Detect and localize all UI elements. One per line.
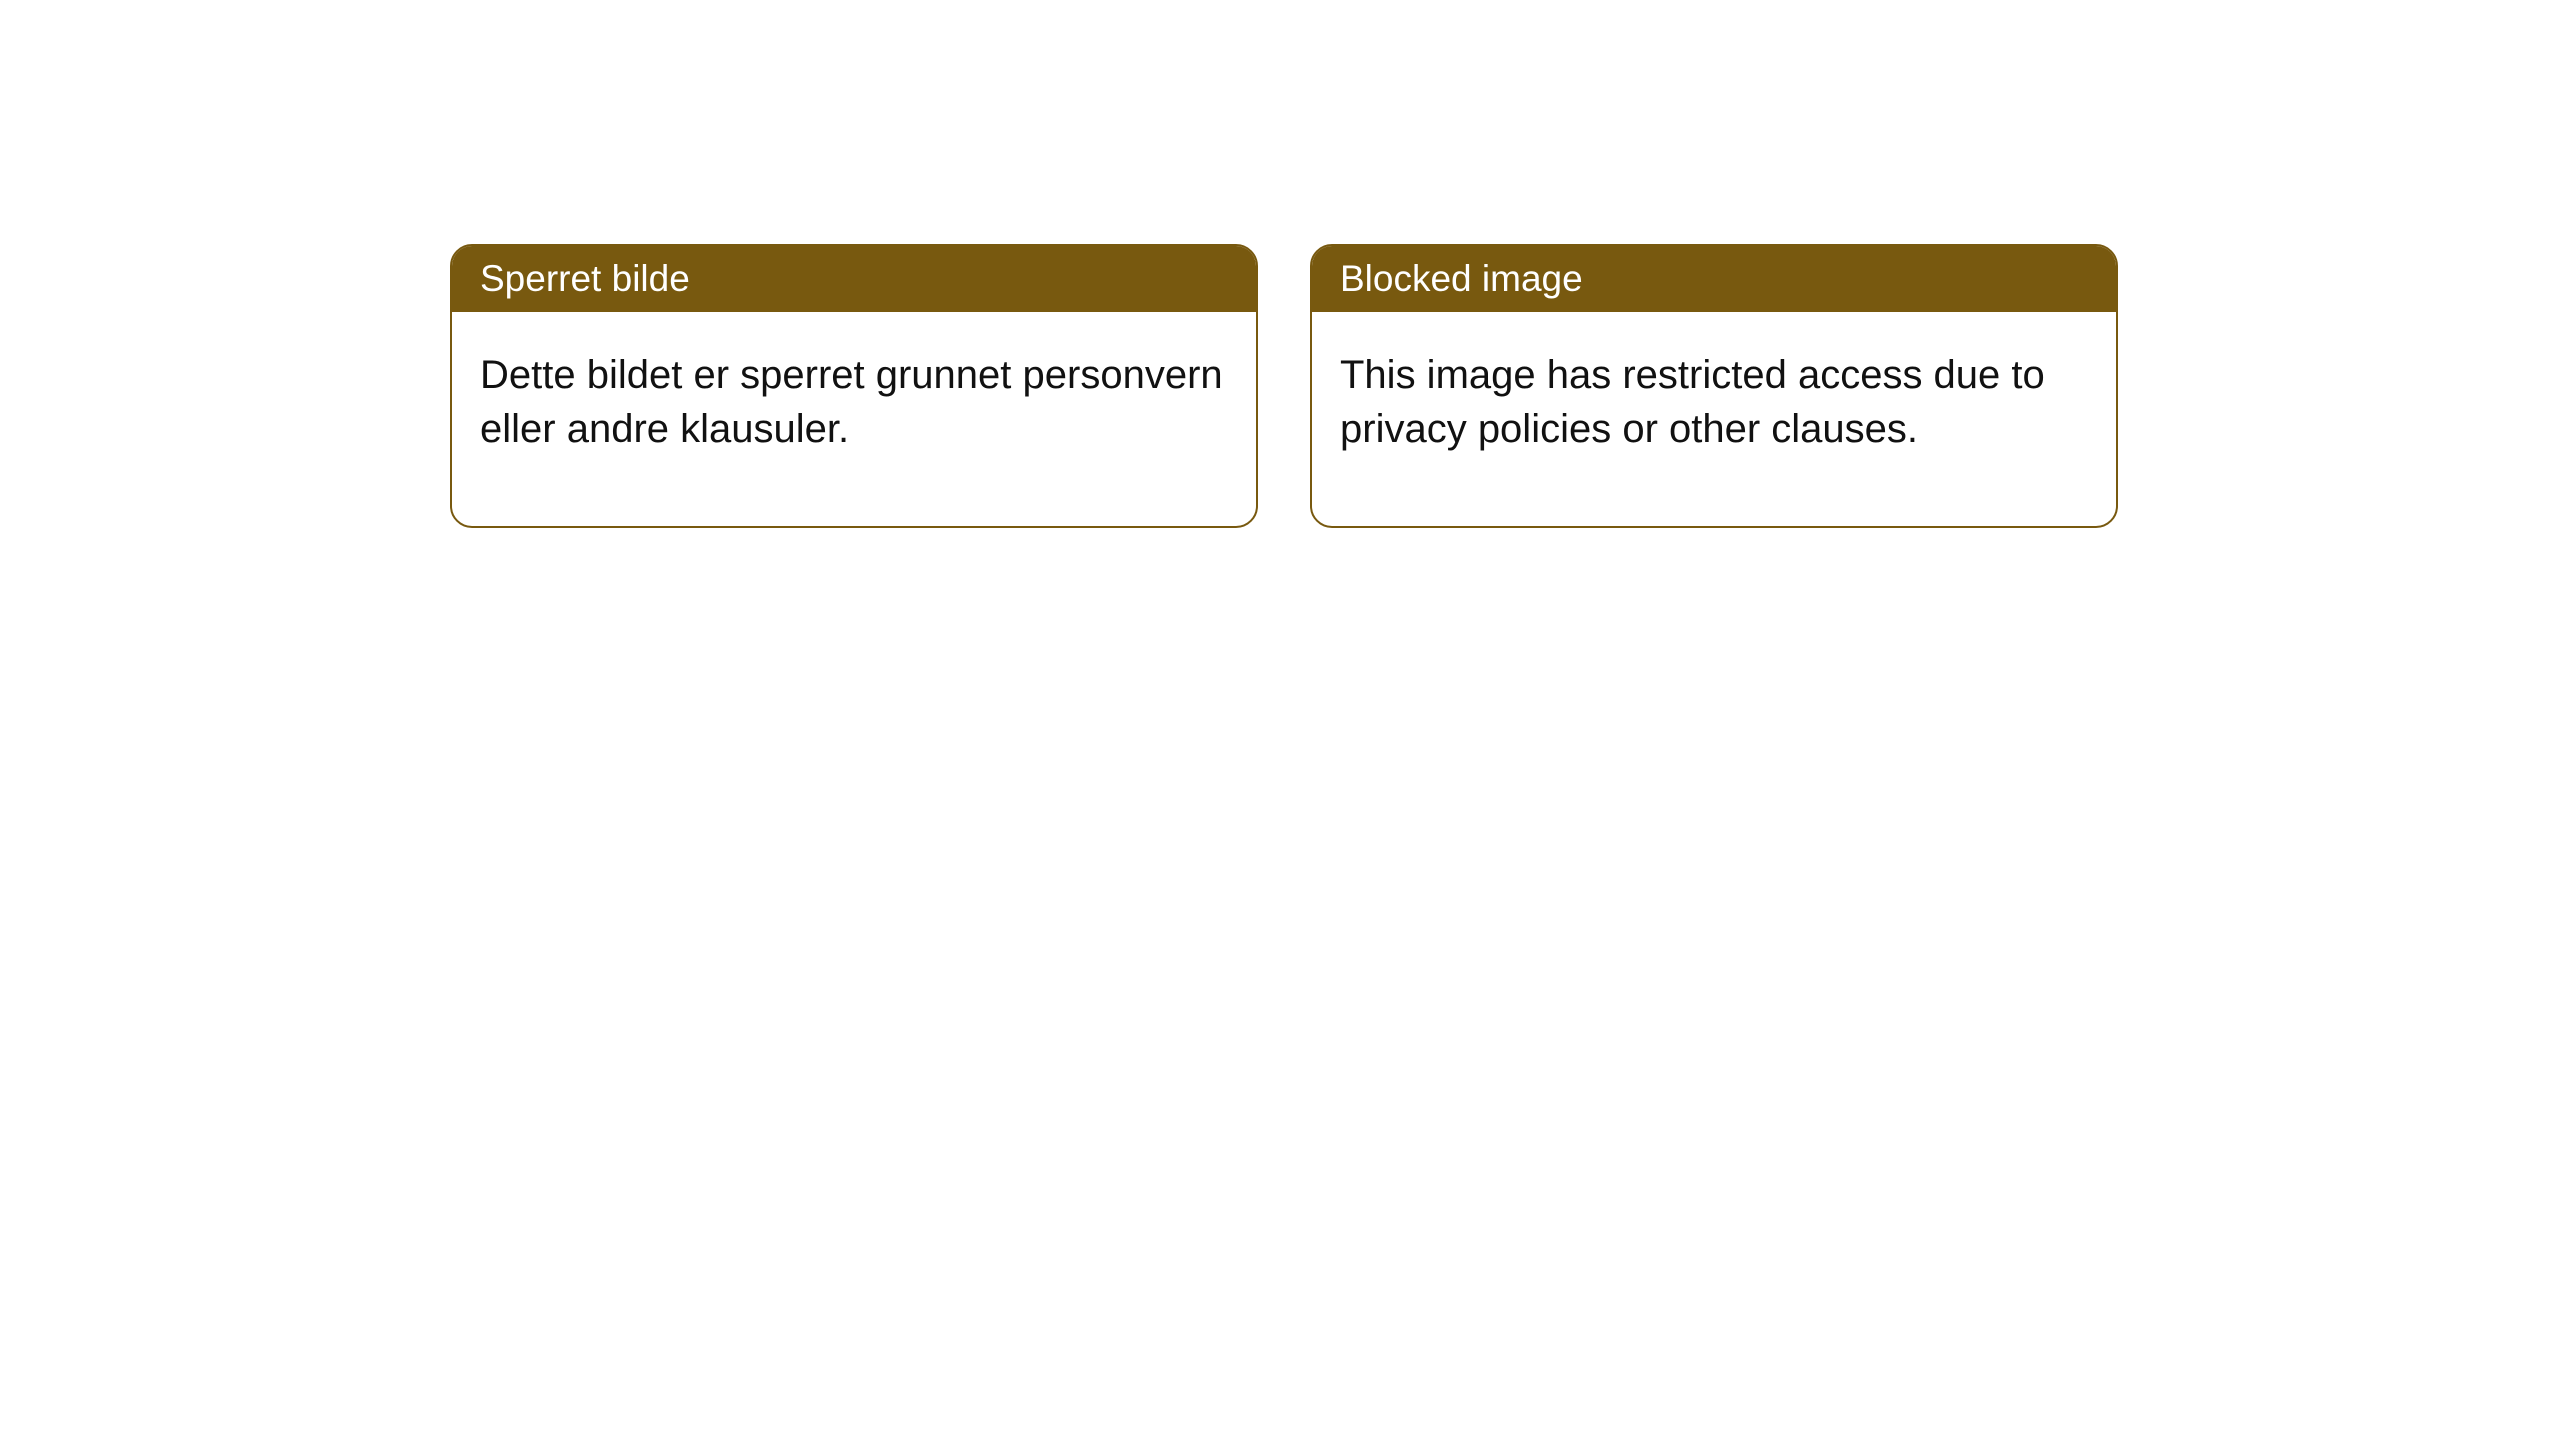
card-title: Blocked image xyxy=(1312,246,2116,312)
card-title: Sperret bilde xyxy=(452,246,1256,312)
card-english: Blocked image This image has restricted … xyxy=(1310,244,2118,528)
card-body: This image has restricted access due to … xyxy=(1312,312,2116,526)
card-norwegian: Sperret bilde Dette bildet er sperret gr… xyxy=(450,244,1258,528)
blocked-image-cards: Sperret bilde Dette bildet er sperret gr… xyxy=(450,244,2118,528)
card-body: Dette bildet er sperret grunnet personve… xyxy=(452,312,1256,526)
